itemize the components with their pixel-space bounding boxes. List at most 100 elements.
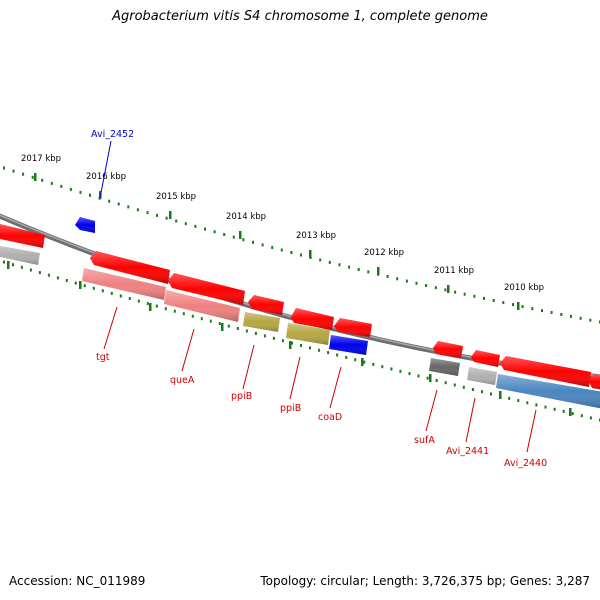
gene-box-shade (467, 367, 497, 385)
gene-box-shade (82, 268, 166, 300)
outer-tick (89, 193, 91, 197)
outer-tick (560, 313, 563, 316)
inner-tick (508, 396, 511, 400)
kbp-label: 2012 kbp (364, 248, 404, 258)
inner-tick (38, 271, 41, 275)
inner-tick (191, 314, 194, 318)
map-title: Agrobacterium vitis S4 chromosome 1, com… (112, 9, 488, 24)
leader-line (465, 397, 476, 443)
inner-tick (562, 409, 565, 413)
outer-tick (261, 243, 264, 247)
inner-tick (272, 336, 275, 340)
leader-line (289, 356, 301, 400)
gene-arrow-shade (291, 308, 334, 330)
outer-tick (319, 258, 322, 262)
outer-tick (492, 299, 495, 302)
gene-arrow-shade (500, 356, 591, 387)
gene-box-shade (329, 335, 368, 355)
inner-tick (74, 281, 77, 285)
inner-tick (146, 302, 149, 306)
gene-arrow-shade (588, 374, 600, 390)
outer-tick (146, 211, 149, 215)
inner-tick (481, 390, 483, 394)
inner-tick (20, 265, 23, 269)
inner-tick (155, 304, 158, 308)
inner-tick (327, 351, 330, 355)
outer-tick (550, 311, 553, 314)
outer-tick (367, 270, 370, 274)
gene-box-shade (496, 374, 600, 409)
gene-arrow-shade (471, 350, 500, 367)
inner-tick (56, 276, 59, 280)
inner-tick (571, 412, 574, 416)
inner-tick (263, 334, 266, 338)
inner-tick (291, 341, 293, 345)
outer-tick (117, 202, 120, 206)
outer-tick (579, 316, 582, 320)
gene-arrow-shade (248, 295, 284, 315)
outer-tick (521, 305, 524, 309)
inner-tick (372, 362, 375, 366)
outer-tick (570, 314, 572, 318)
outer-tick (69, 187, 72, 191)
inner-tick (417, 374, 420, 378)
gene-label: Avi_2452 (91, 129, 134, 140)
gene-arrow-shade (90, 251, 170, 284)
inner-tick (12, 263, 14, 267)
inner-tick (218, 322, 221, 326)
inner-tick (173, 309, 176, 313)
major-tick (569, 408, 572, 416)
inner-tick (300, 344, 302, 347)
outer-tick (290, 251, 293, 254)
inner-tick (390, 367, 393, 371)
outer-tick (541, 309, 543, 313)
inner-tick (426, 376, 429, 380)
major-tick (517, 302, 520, 310)
inner-tick (580, 414, 583, 418)
outer-tick (415, 281, 418, 285)
gene-box-shade (286, 323, 330, 345)
outer-tick (589, 318, 592, 322)
inner-tick (92, 286, 95, 290)
inner-tick (345, 355, 348, 359)
outer-tick (425, 284, 428, 287)
genome-summary: Topology: circular; Length: 3,726,375 bp… (260, 574, 590, 588)
gene-box-shade (429, 358, 460, 376)
inner-tick (209, 319, 212, 323)
outer-tick (454, 290, 457, 294)
inner-tick (399, 369, 402, 373)
gene-box-shade (0, 245, 40, 265)
inner-tick (363, 360, 366, 364)
outer-tick (242, 238, 245, 242)
major-tick (289, 341, 292, 349)
major-tick (499, 391, 502, 399)
inner-tick (245, 329, 248, 333)
major-tick (149, 303, 152, 311)
gene-arrow-shade (168, 273, 245, 305)
inner-tick (164, 307, 167, 311)
inner-tick (462, 385, 465, 389)
leader-line (526, 409, 537, 453)
gene-label: ppiB (231, 391, 252, 402)
gene-label: ppiB (280, 403, 301, 414)
kbp-label: 2014 kbp (226, 212, 266, 222)
kbp-label: 2013 kbp (296, 231, 336, 241)
label-layer: 2017 kbp 2016 kbp 2015 kbp 2014 kbp 2013 kbp… (21, 129, 547, 469)
outer-tick (338, 263, 341, 267)
major-tick (79, 281, 82, 289)
inner-tick (182, 312, 185, 316)
outer-tick (165, 216, 168, 220)
gene-box-shade (243, 312, 280, 332)
outer-tick (60, 184, 63, 188)
gene-label: tgt (96, 352, 110, 363)
inner-tick (490, 392, 492, 396)
outer-tick (328, 260, 331, 264)
major-tick (447, 285, 450, 293)
inner-tick (254, 331, 257, 335)
inner-tick (336, 353, 339, 357)
outer-tick (204, 227, 206, 231)
inner-tick (227, 324, 230, 328)
outer-tick (108, 199, 111, 203)
major-tick (429, 374, 432, 382)
